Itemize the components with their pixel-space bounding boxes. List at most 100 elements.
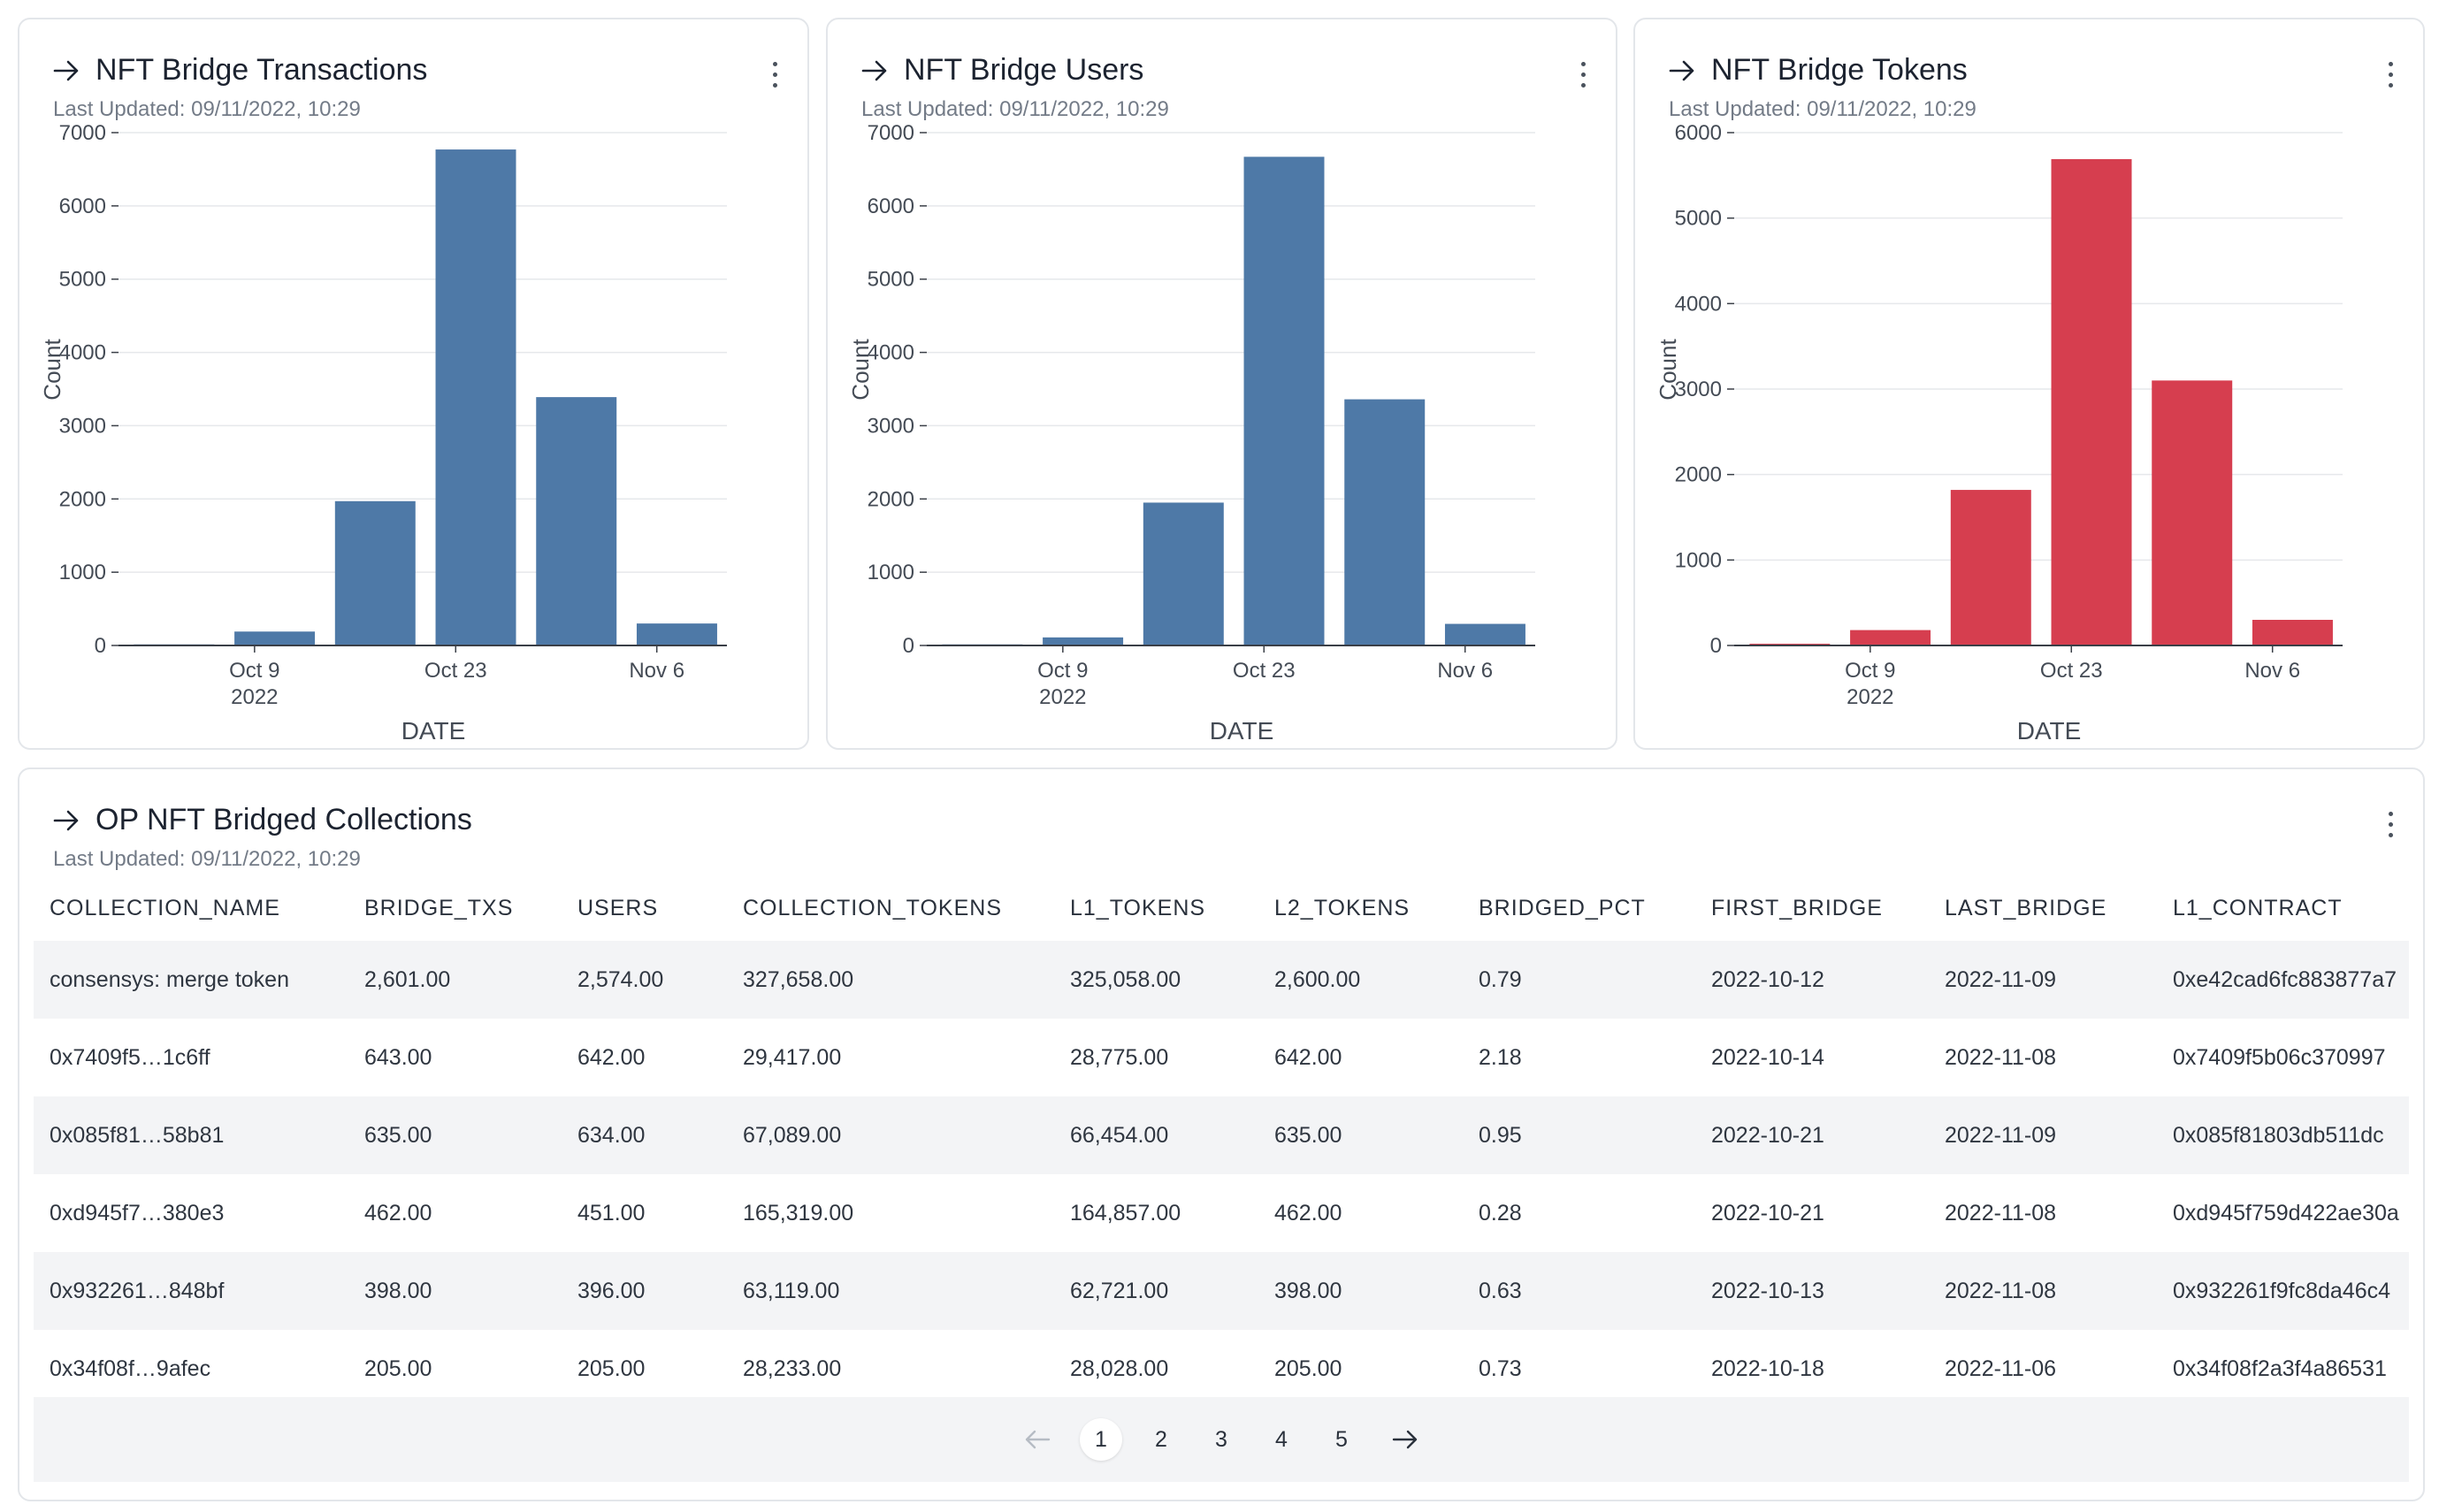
table-row: 0xd945f7…380e3 462.00 451.00 165,319.00 … [34,1174,2409,1252]
x-tick-label: Oct 23 [2040,659,2103,683]
card-title-link[interactable]: NFT Bridge Tokens [1669,53,1968,88]
column-header[interactable]: COLLECTION_TOKENS [743,895,1003,920]
y-tick-label: 7000 [59,121,106,145]
bar [636,623,717,645]
table-cell: 451.00 [577,1200,646,1226]
card-title: OP NFT Bridged Collections [96,803,472,836]
y-tick-label: 4000 [868,341,914,365]
table-cell: 205.00 [1274,1355,1342,1381]
table-cell: 643.00 [364,1044,432,1070]
y-tick-label: 0 [95,634,106,658]
column-header[interactable]: BRIDGED_PCT [1479,895,1646,920]
table-row: 0x085f81…58b81 635.00 634.00 67,089.00 6… [34,1096,2409,1174]
pagination: 1 2 3 4 5 [34,1397,2409,1482]
bar [435,149,516,646]
x-tick-label: Oct 9 [1845,659,1895,683]
table-cell: 396.00 [577,1278,646,1303]
table-row: consensys: merge token 2,601.00 2,574.00… [34,941,2409,1019]
table-cell: 2022-11-08 [1945,1278,2057,1303]
column-header[interactable]: L2_TOKENS [1274,895,1411,920]
y-tick-label: 6000 [868,195,914,218]
x-axis-title: DATE [2017,717,2082,745]
kebab-menu-icon[interactable] [761,55,788,94]
table-row: 0x34f08f…9afec 205.00 205.00 28,233.00 2… [34,1330,2409,1408]
card-title-link[interactable]: OP NFT Bridged Collections [53,803,472,837]
y-tick-label: 3000 [59,414,106,438]
table-cell: 642.00 [1274,1044,1342,1070]
bar [1143,502,1224,645]
column-header[interactable]: L1_TOKENS [1070,895,1206,920]
arrow-right-icon [53,810,79,830]
table-cell: 164,857.00 [1070,1200,1181,1226]
table-cell: 635.00 [364,1122,432,1148]
x-tick-label: Oct 23 [424,659,487,683]
chart-card-users: NFT Bridge Users Last Updated: 09/11/202… [826,18,1617,750]
table-cell: 0x085f81…58b81 [50,1122,225,1148]
table-cell: 0xd945f759d422ae30a [2173,1200,2399,1226]
chart-card-tokens: NFT Bridge Tokens Last Updated: 09/11/20… [1633,18,2425,750]
y-axis-title: Count [847,339,874,401]
card-title-link[interactable]: NFT Bridge Transactions [53,53,427,88]
page-button-5[interactable]: 5 [1335,1426,1348,1452]
table-cell: 2,601.00 [364,966,451,992]
next-page-button[interactable] [1384,1418,1426,1461]
table-cell: 2022-10-21 [1711,1122,1824,1148]
y-tick-label: 7000 [868,121,914,145]
bar [2252,620,2333,645]
y-tick-label: 5000 [59,268,106,292]
page-button-4[interactable]: 4 [1275,1426,1288,1452]
arrow-right-icon [861,60,887,80]
column-header[interactable]: FIRST_BRIDGE [1711,895,1883,920]
table-cell: 0x932261…848bf [50,1278,225,1303]
page-button-3[interactable]: 3 [1215,1426,1227,1452]
page-button-2[interactable]: 2 [1155,1426,1167,1452]
table-cell: 325,058.00 [1070,966,1181,992]
table-cell: 63,119.00 [743,1278,840,1303]
x-tick-label: Nov 6 [629,659,684,683]
kebab-menu-icon[interactable] [2377,55,2404,94]
table-cell: 0x932261f9fc8da46c4 [2173,1278,2391,1303]
y-tick-label: 2000 [59,487,106,511]
table-cell: 0x34f08f2a3f4a86531 [2173,1355,2387,1381]
x-tick-year-label: 2022 [231,685,278,709]
y-tick-label: 4000 [59,341,106,365]
table-cell: 2022-10-21 [1711,1200,1824,1226]
last-updated-text: Last Updated: 09/11/2022, 10:29 [1669,97,1976,121]
prev-page-button[interactable] [1016,1418,1059,1461]
y-tick-label: 0 [1710,634,1722,658]
table-cell: 462.00 [364,1200,432,1226]
column-header[interactable]: USERS [577,895,659,920]
table-cell: 2022-11-09 [1945,966,2057,992]
table-cell: 2.18 [1479,1044,1522,1070]
y-tick-label: 2000 [868,487,914,511]
x-tick-year-label: 2022 [1039,685,1086,709]
y-tick-label: 3000 [1675,378,1722,401]
y-tick-label: 6000 [1675,121,1722,145]
bar [234,631,316,645]
table-header-row: COLLECTION_NAME BRIDGE_TXS USERS COLLECT… [34,875,2409,941]
card-title-link[interactable]: NFT Bridge Users [861,53,1143,88]
column-header[interactable]: BRIDGE_TXS [364,895,514,920]
y-axis-title: Count [1655,339,1681,401]
arrow-right-icon [1669,60,1694,80]
page-button-1[interactable]: 1 [1080,1418,1122,1461]
table-cell: 642.00 [577,1044,646,1070]
y-tick-label: 2000 [1675,463,1722,487]
column-header[interactable]: LAST_BRIDGE [1945,895,2107,920]
arrow-right-icon [53,60,79,80]
x-tick-label: Nov 6 [1437,659,1493,683]
table-card: OP NFT Bridged Collections Last Updated:… [18,767,2425,1501]
column-header[interactable]: COLLECTION_NAME [50,895,280,920]
table-cell: 0.63 [1479,1278,1522,1303]
kebab-menu-icon[interactable] [2377,805,2404,844]
table-scroll-area[interactable]: COLLECTION_NAME BRIDGE_TXS USERS COLLECT… [34,875,2409,1408]
column-header[interactable]: L1_CONTRACT [2173,895,2343,920]
table-cell: 66,454.00 [1070,1122,1169,1148]
bar [2051,158,2132,645]
kebab-menu-icon[interactable] [1570,55,1596,94]
table-cell: 0x7409f5…1c6ff [50,1044,210,1070]
chart-card-transactions: NFT Bridge Transactions Last Updated: 09… [18,18,809,750]
table-cell: 635.00 [1274,1122,1342,1148]
table-cell: 327,658.00 [743,966,854,992]
